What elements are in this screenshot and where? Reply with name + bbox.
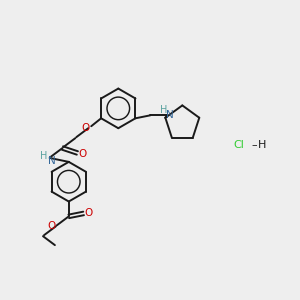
Text: H: H bbox=[40, 151, 47, 161]
Text: N: N bbox=[166, 110, 174, 120]
Text: H: H bbox=[160, 105, 167, 116]
Text: –: – bbox=[251, 140, 257, 150]
Text: N: N bbox=[48, 156, 56, 166]
Text: O: O bbox=[48, 221, 56, 231]
Text: H: H bbox=[258, 140, 266, 150]
Text: O: O bbox=[84, 208, 93, 218]
Text: O: O bbox=[81, 123, 89, 133]
Text: Cl: Cl bbox=[234, 140, 244, 150]
Text: O: O bbox=[78, 149, 86, 159]
